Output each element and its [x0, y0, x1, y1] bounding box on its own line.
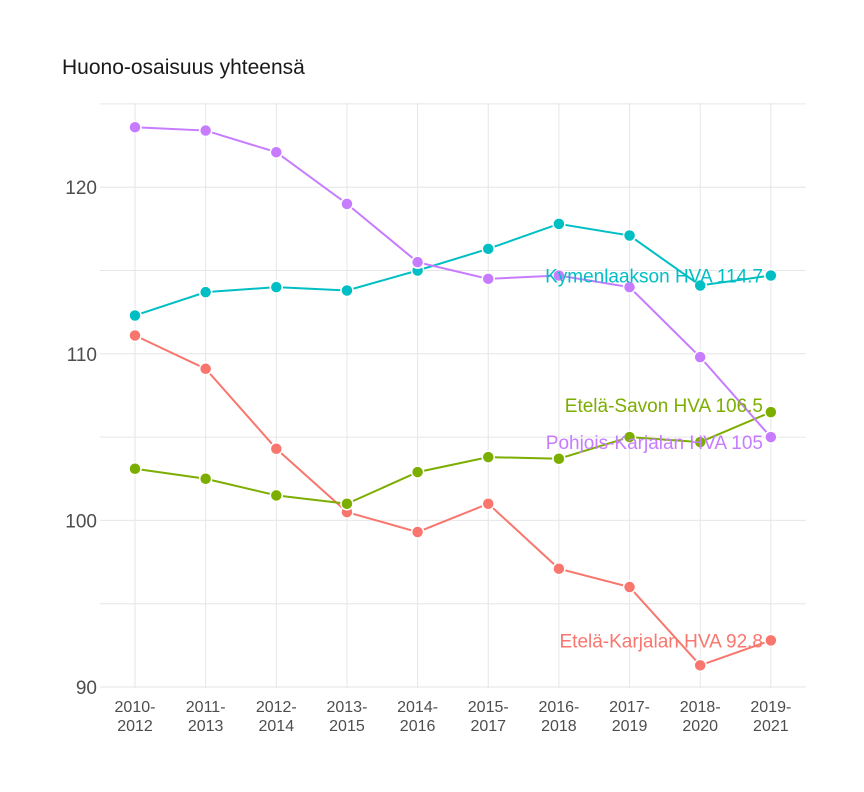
x-tick-label-line: 2014	[259, 718, 295, 735]
data-point	[764, 268, 778, 283]
data-point	[198, 285, 213, 299]
x-tick-label-line: 2011-	[186, 699, 226, 716]
data-point	[269, 145, 284, 159]
x-tick-label-line: 2012	[117, 718, 153, 735]
x-tick-label-line: 2021	[753, 718, 789, 735]
chart-title: Huono-osaisuus yhteensä	[62, 56, 305, 79]
data-point	[198, 472, 213, 486]
data-point	[552, 217, 566, 231]
x-tick-label-line: 2018-	[680, 699, 721, 716]
x-tick-label-line: 2017-	[609, 699, 650, 716]
data-point	[481, 272, 495, 286]
data-point	[552, 452, 566, 466]
x-tick-label-line: 2014-	[397, 699, 438, 716]
y-axis: 90 100 110 120	[65, 178, 97, 699]
data-point	[693, 658, 707, 673]
data-point	[552, 268, 566, 283]
x-tick-label-line: 2015	[329, 718, 365, 735]
series-end-label: Etelä-Savon HVA 106.5	[565, 396, 763, 417]
y-tick-label: 90	[76, 678, 97, 699]
y-tick-label: 100	[65, 511, 97, 532]
x-tick-label: 2015- 2017	[468, 699, 509, 735]
x-tick-label-line: 2016	[400, 718, 436, 735]
series-end-labels: Etelä-Karjalan HVA 92.8 Etelä-Savon HVA 1…	[545, 266, 763, 652]
data-point	[693, 435, 707, 449]
data-point	[410, 255, 425, 269]
x-tick-label: 2018- 2020	[680, 699, 721, 735]
series-end-label: Kymenlaakson HVA 114.7	[545, 266, 763, 287]
x-tick-label-line: 2019-	[750, 699, 791, 716]
data-point	[764, 633, 778, 648]
series-line	[134, 126, 772, 438]
data-point	[481, 450, 495, 464]
data-point	[198, 123, 213, 138]
data-point	[622, 580, 637, 594]
series-line	[134, 411, 772, 505]
series-line	[134, 222, 771, 317]
x-tick-label: 2012- 2014	[256, 699, 297, 735]
x-tick-label: 2017- 2019	[609, 699, 650, 735]
x-tick-label-line: 2016-	[538, 699, 579, 716]
series-line	[134, 334, 772, 667]
x-tick-label-line: 2013-	[326, 699, 367, 716]
data-point	[128, 462, 142, 476]
data-point	[128, 328, 142, 343]
series-end-label: Pohjois-Karjalan HVA 105	[546, 433, 763, 454]
data-point	[410, 525, 425, 539]
data-point	[622, 280, 637, 294]
x-tick-label-line: 2017	[470, 718, 506, 735]
series-end-label: Etelä-Karjalan HVA 92.8	[560, 631, 764, 652]
data-point	[269, 280, 284, 294]
x-tick-label-line: 2010-	[115, 699, 156, 716]
data-point	[481, 496, 495, 511]
x-tick-label-line: 2012-	[256, 699, 297, 716]
x-tick-label: 2013- 2015	[326, 699, 367, 735]
data-point	[340, 496, 354, 511]
data-point	[340, 197, 354, 211]
data-point	[410, 465, 425, 479]
data-point	[269, 442, 284, 456]
y-tick-label: 110	[67, 345, 97, 366]
x-tick-label-line: 2013	[188, 718, 224, 735]
y-tick-label: 120	[65, 178, 97, 199]
data-point	[128, 120, 142, 134]
x-tick-label-line: 2015-	[468, 699, 509, 716]
data-point	[340, 283, 354, 298]
data-point	[764, 430, 778, 444]
data-point	[622, 228, 637, 243]
data-point	[269, 488, 284, 503]
x-tick-label: 2010- 2012	[115, 699, 156, 735]
data-point	[622, 430, 637, 444]
data-point	[693, 350, 707, 364]
series-points	[128, 120, 778, 673]
x-tick-label-line: 2019	[612, 718, 648, 735]
data-point	[128, 308, 142, 323]
x-tick-label: 2014- 2016	[397, 699, 438, 735]
x-axis: 2010- 2012 2011- 2013 2012- 2014 2013- 2015 2014…	[115, 699, 792, 735]
x-tick-label-line: 2018	[541, 718, 577, 735]
x-tick-label: 2016- 2018	[538, 699, 579, 735]
x-tick-label: 2011- 2013	[186, 699, 226, 735]
data-point	[481, 242, 495, 256]
data-point	[764, 405, 778, 419]
x-tick-label-line: 2020	[682, 718, 718, 735]
x-tick-label: 2019- 2021	[750, 699, 791, 735]
series-lines	[134, 126, 772, 667]
data-point	[552, 561, 566, 576]
data-point	[693, 278, 707, 293]
data-point	[198, 362, 213, 376]
